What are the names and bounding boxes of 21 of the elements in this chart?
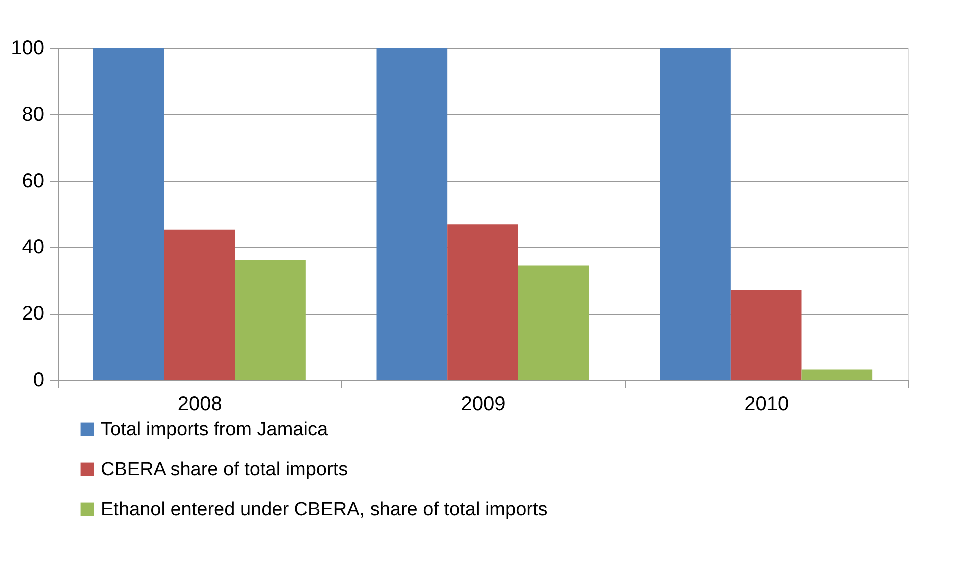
- bar: [660, 48, 731, 380]
- bar: [376, 48, 448, 380]
- bar: [518, 266, 590, 380]
- x-tick-label: 2010: [744, 394, 790, 416]
- y-tick-label: 40: [22, 236, 44, 259]
- bar: [235, 260, 306, 380]
- y-tick-label: 0: [33, 370, 44, 392]
- x-tick-label: 2008: [178, 394, 222, 416]
- y-tick-label: 20: [22, 303, 44, 326]
- bar: [802, 370, 873, 380]
- x-tick-label: 2009: [461, 394, 506, 416]
- legend-label: CBERA share of total imports: [101, 460, 348, 480]
- y-tick-label: 60: [22, 170, 44, 192]
- y-tick-label: 80: [22, 104, 44, 126]
- legend-label: Total imports from Jamaica: [101, 420, 328, 440]
- y-tick-label: 100: [11, 38, 44, 60]
- bar: [164, 230, 236, 380]
- legend-label: Ethanol entered under CBERA, share of total imports: [101, 500, 548, 520]
- bar: [448, 224, 518, 380]
- bar: [730, 290, 802, 380]
- bar: [93, 48, 164, 380]
